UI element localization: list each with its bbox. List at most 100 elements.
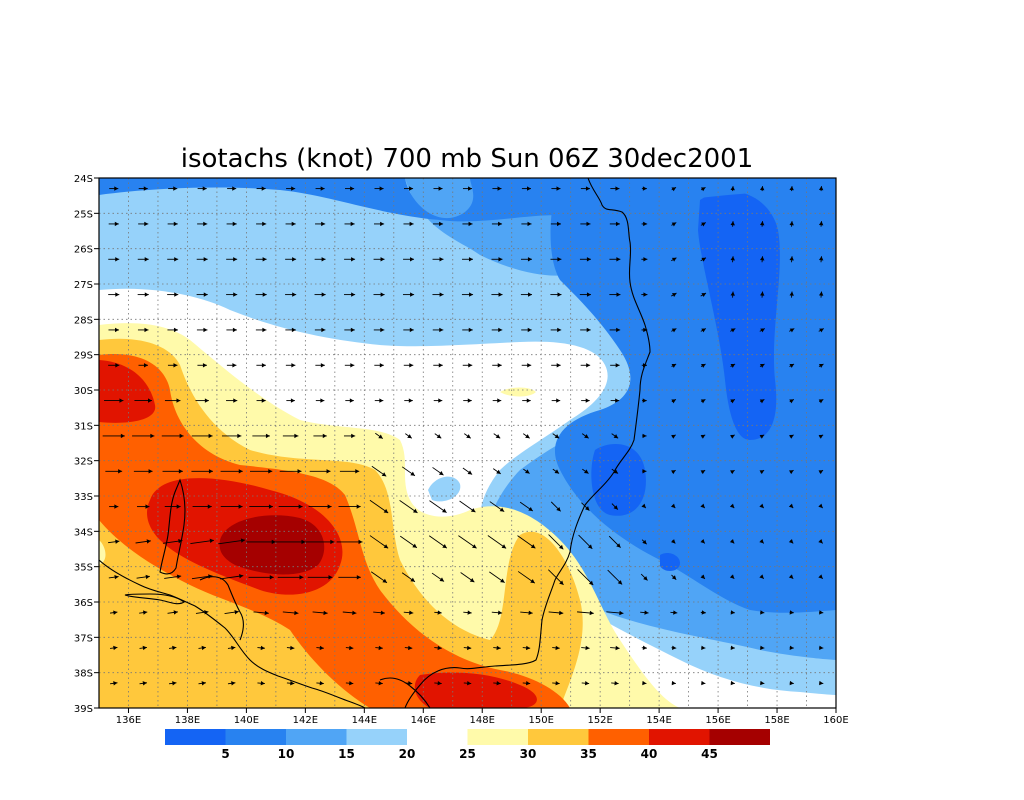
wind-arrow [671,469,676,475]
wind-arrow [345,186,355,191]
wind-arrow [700,434,706,439]
wind-arrow [108,574,119,580]
wind-arrow [700,363,706,368]
wind-arrow [108,257,120,262]
wind-arrow [345,398,354,403]
wind-arrow [401,572,416,583]
wind-arrow [227,645,236,651]
wind-arrow [286,398,295,403]
wind-arrow [522,645,531,651]
wind-arrow [277,575,304,580]
colorbar-swatch [649,729,710,745]
wind-arrow [522,433,530,439]
wind-arrow [700,186,706,192]
wind-arrow [730,363,736,368]
wind-arrow [132,433,155,439]
wind-arrow [139,610,148,615]
wind-arrow [491,327,503,333]
latitude-axis: 24S 25S 26S 27S 28S 29S 30S 31S 32S 33S 34S 35S 36S 3… [74,174,99,715]
lon-tick-label: 150E [528,715,553,726]
wind-arrow [109,186,119,191]
wind-arrow [729,538,735,544]
wind-arrow [307,575,333,580]
lat-tick-label: 29S [74,351,93,362]
wind-arrow [431,572,445,582]
wind-arrow [313,433,327,439]
wind-arrow [642,469,647,474]
wind-arrow [257,645,265,651]
wind-arrow [582,468,589,474]
wind-arrow [788,503,794,509]
wind-arrow [789,680,794,686]
longitude-axis: 136E 138E 140E 142E 144E 146E 148E 150E 152E 154E… [116,708,849,726]
wind-arrow [343,433,356,439]
isotach-band-5-10 [591,191,780,572]
wind-arrow [109,681,118,686]
wind-arrow [789,256,794,263]
wind-arrow [256,221,267,227]
colorbar-swatch [588,729,649,745]
wind-arrow [108,327,120,333]
wind-arrow [403,363,414,368]
wind-arrow [789,291,794,298]
wind-arrow [133,469,153,474]
wind-arrow [818,469,824,475]
wind-arrow [730,680,735,686]
lat-tick-label: 27S [74,280,93,291]
wind-arrow [462,363,473,368]
colorbar-label: 35 [580,747,597,761]
wind-arrow [344,257,356,262]
wind-arrow [375,432,384,439]
wind-arrow [138,363,148,368]
wind-arrow [463,610,472,615]
wind-arrow [579,292,591,297]
wind-arrow [248,575,274,580]
wind-arrow [759,399,765,404]
wind-arrow [462,186,473,191]
wind-arrow [818,399,824,404]
wind-arrow [405,433,413,439]
colorbar-swatch [165,729,226,745]
wind-arrow [401,466,416,477]
wind-arrow [730,221,735,227]
coastline [99,178,651,708]
wind-arrow [224,609,239,615]
lon-tick-label: 148E [470,715,495,726]
wind-arrow [729,574,735,580]
wind-arrow [671,574,677,580]
wind-arrow [700,257,707,262]
wind-arrow [759,434,765,439]
wind-arrow [671,186,677,192]
lat-tick-label: 32S [74,457,93,468]
wind-arrow [461,292,474,297]
wind-arrow [195,398,209,403]
wind-arrow [285,292,297,297]
wind-arrow [463,398,472,403]
wind-arrow [344,292,356,297]
wind-arrow [459,500,476,513]
wind-arrow [789,434,794,439]
wind-arrow [462,327,473,333]
lat-tick-label: 31S [74,421,93,432]
wind-arrow [818,363,824,368]
wind-arrow [218,538,246,545]
wind-arrow [375,681,383,686]
wind-arrow [286,681,295,686]
wind-arrow [552,645,560,651]
wind-arrow [550,501,561,512]
wind-arrow [610,363,620,368]
wind-arrow [226,327,237,333]
wind-arrow [730,291,735,298]
wind-arrow [108,363,120,368]
wind-arrow [315,221,326,227]
colorbar-label: 15 [338,747,355,761]
wind-arrow [138,186,148,191]
wind-arrow [255,292,267,297]
wind-arrow [403,221,414,227]
wind-arrow [167,257,179,262]
wind-arrow [760,680,765,686]
wind-arrow [608,535,621,548]
wind-arrow [252,433,270,439]
wind-arrow [789,363,795,368]
